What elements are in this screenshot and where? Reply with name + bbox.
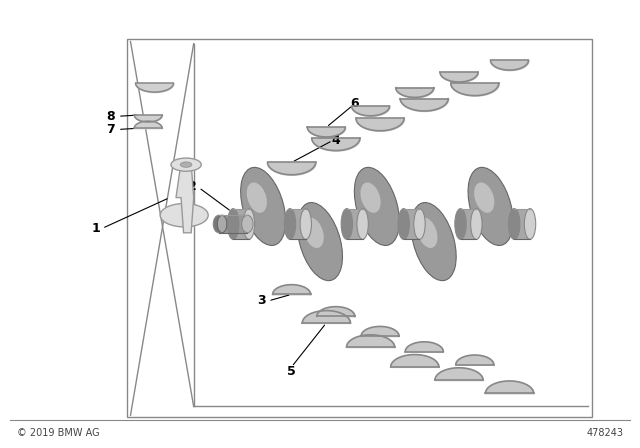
Ellipse shape	[509, 209, 520, 239]
Text: © 2019 BMW AG: © 2019 BMW AG	[17, 428, 99, 438]
Ellipse shape	[227, 209, 239, 239]
Ellipse shape	[341, 209, 353, 239]
Ellipse shape	[303, 218, 324, 248]
Ellipse shape	[355, 168, 399, 246]
Ellipse shape	[241, 168, 285, 246]
Ellipse shape	[300, 209, 312, 239]
Ellipse shape	[360, 182, 381, 213]
Ellipse shape	[160, 203, 208, 227]
Ellipse shape	[398, 209, 410, 239]
Ellipse shape	[242, 215, 253, 233]
Ellipse shape	[171, 158, 201, 171]
Ellipse shape	[412, 202, 456, 280]
Ellipse shape	[474, 182, 494, 213]
Ellipse shape	[470, 209, 482, 239]
Text: 7: 7	[106, 123, 115, 136]
Ellipse shape	[243, 209, 255, 239]
Ellipse shape	[247, 182, 267, 213]
FancyBboxPatch shape	[347, 209, 363, 239]
Ellipse shape	[284, 209, 296, 239]
FancyBboxPatch shape	[127, 39, 591, 418]
Polygon shape	[176, 163, 194, 233]
Text: 3: 3	[257, 294, 266, 307]
FancyBboxPatch shape	[461, 209, 476, 239]
Text: 4: 4	[332, 134, 340, 147]
Ellipse shape	[357, 209, 369, 239]
Ellipse shape	[414, 209, 425, 239]
FancyBboxPatch shape	[404, 209, 419, 239]
Text: 5: 5	[287, 365, 296, 378]
Ellipse shape	[218, 215, 227, 233]
FancyBboxPatch shape	[233, 209, 249, 239]
Ellipse shape	[524, 209, 536, 239]
Ellipse shape	[180, 162, 192, 167]
Text: 1: 1	[92, 222, 100, 235]
FancyBboxPatch shape	[219, 215, 247, 233]
Ellipse shape	[298, 202, 342, 280]
Ellipse shape	[468, 168, 513, 246]
Text: 8: 8	[106, 110, 115, 123]
Ellipse shape	[417, 218, 438, 248]
FancyBboxPatch shape	[290, 209, 306, 239]
Ellipse shape	[455, 209, 466, 239]
FancyBboxPatch shape	[514, 209, 530, 239]
Text: 2: 2	[188, 180, 196, 193]
Text: 6: 6	[351, 97, 359, 110]
Ellipse shape	[213, 215, 225, 233]
Text: 478243: 478243	[586, 428, 623, 438]
